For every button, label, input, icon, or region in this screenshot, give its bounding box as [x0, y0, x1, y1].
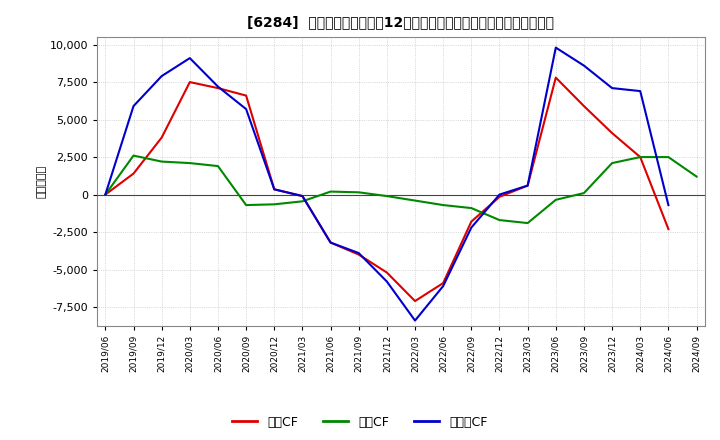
営業CF — [467, 219, 476, 224]
フリーCF — [552, 45, 560, 50]
投賃CF — [608, 161, 616, 166]
投賃CF — [664, 154, 672, 160]
フリーCF — [439, 283, 448, 289]
フリーCF — [270, 187, 279, 192]
フリーCF — [636, 88, 644, 94]
営業CF — [523, 183, 532, 188]
フリーCF — [186, 55, 194, 61]
投賃CF — [270, 202, 279, 207]
フリーCF — [129, 103, 138, 109]
投賃CF — [186, 161, 194, 166]
Line: 投賃CF: 投賃CF — [105, 156, 696, 223]
フリーCF — [382, 279, 391, 284]
投賃CF — [298, 199, 307, 204]
営業CF — [214, 85, 222, 91]
フリーCF — [242, 106, 251, 112]
Line: 営業CF: 営業CF — [105, 77, 668, 301]
フリーCF — [214, 84, 222, 89]
投賃CF — [354, 190, 363, 195]
フリーCF — [101, 192, 109, 197]
営業CF — [101, 192, 109, 197]
投賃CF — [467, 205, 476, 211]
Legend: 営業CF, 投賃CF, フリーCF: 営業CF, 投賃CF, フリーCF — [228, 411, 492, 434]
営業CF — [326, 240, 335, 245]
営業CF — [242, 93, 251, 98]
投賃CF — [636, 154, 644, 160]
フリーCF — [354, 250, 363, 256]
投賃CF — [439, 202, 448, 208]
投賃CF — [158, 159, 166, 164]
Y-axis label: （百万円）: （百万円） — [37, 165, 47, 198]
営業CF — [382, 270, 391, 275]
投賃CF — [410, 198, 419, 203]
営業CF — [186, 80, 194, 85]
営業CF — [129, 171, 138, 176]
投賃CF — [129, 153, 138, 158]
営業CF — [410, 298, 419, 304]
投賃CF — [214, 163, 222, 169]
投賃CF — [552, 197, 560, 202]
フリーCF — [608, 85, 616, 91]
フリーCF — [298, 194, 307, 199]
営業CF — [298, 194, 307, 199]
営業CF — [580, 103, 588, 109]
Title: [6284]  キャッシュフローの12か月移動合計の対前年同期増減額の推移: [6284] キャッシュフローの12か月移動合計の対前年同期増減額の推移 — [248, 15, 554, 29]
営業CF — [354, 252, 363, 257]
フリーCF — [326, 240, 335, 245]
投賃CF — [101, 192, 109, 197]
投賃CF — [242, 202, 251, 208]
営業CF — [439, 280, 448, 286]
フリーCF — [158, 73, 166, 79]
フリーCF — [467, 225, 476, 230]
フリーCF — [580, 63, 588, 68]
投賃CF — [326, 189, 335, 194]
投賃CF — [523, 220, 532, 226]
フリーCF — [664, 202, 672, 208]
フリーCF — [523, 183, 532, 188]
営業CF — [270, 187, 279, 192]
営業CF — [552, 75, 560, 80]
投賃CF — [580, 191, 588, 196]
Line: フリーCF: フリーCF — [105, 48, 668, 321]
営業CF — [495, 194, 504, 199]
投賃CF — [382, 194, 391, 199]
投賃CF — [495, 217, 504, 223]
営業CF — [636, 154, 644, 160]
営業CF — [664, 227, 672, 232]
営業CF — [608, 130, 616, 136]
投賃CF — [692, 174, 701, 179]
営業CF — [158, 135, 166, 140]
フリーCF — [410, 318, 419, 323]
フリーCF — [495, 192, 504, 197]
